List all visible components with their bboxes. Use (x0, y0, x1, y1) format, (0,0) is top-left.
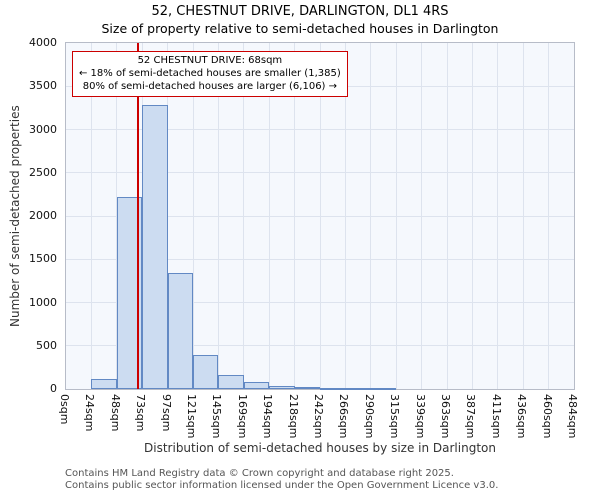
histogram-bar (218, 374, 244, 389)
annotation-larger-text: 80% of semi-detached houses are larger (… (82, 81, 338, 93)
x-tick-label: 145sqm (210, 394, 224, 439)
histogram-bar (243, 381, 270, 389)
footer: Contains HM Land Registry data © Crown c… (65, 468, 600, 492)
x-gridline (522, 43, 524, 389)
x-tick-label: 411sqm (489, 394, 503, 439)
x-gridline (548, 43, 550, 389)
footer-line1: Contains HM Land Registry data © Crown c… (65, 468, 454, 479)
y-tick-label: 500 (36, 338, 57, 352)
histogram-bar (370, 387, 397, 390)
x-axis-label: Distribution of semi-detached houses by … (144, 441, 496, 455)
x-tick-label: 194sqm (261, 394, 275, 439)
x-gridline (268, 43, 270, 389)
x-tick-label: 73sqm (134, 394, 148, 432)
histogram-bar (142, 105, 168, 389)
x-gridline (446, 43, 448, 389)
x-gridline (167, 43, 169, 389)
x-tick-label: 436sqm (515, 394, 529, 439)
x-gridline (90, 43, 92, 389)
x-tick-label: 363sqm (439, 394, 452, 439)
x-tick-label: 484sqm (566, 394, 579, 439)
plot-area: 52 CHESTNUT DRIVE: 68sqm ← 18% of semi-d… (65, 42, 575, 390)
histogram-bar (294, 386, 320, 389)
y-tick-label: 4000 (29, 36, 57, 49)
y-tick-label: 2500 (29, 165, 57, 179)
annotation-smaller-text: ← 18% of semi-detached houses are smalle… (79, 68, 341, 80)
footer-line2: Contains public sector information licen… (65, 480, 499, 492)
x-gridline (344, 43, 346, 389)
x-gridline (395, 43, 397, 389)
x-gridline (243, 43, 245, 389)
histogram-bar (345, 387, 371, 390)
page-subtitle: Size of property relative to semi-detach… (101, 21, 499, 36)
x-tick-label: 266sqm (337, 394, 351, 439)
x-tick-label: 315sqm (388, 394, 402, 439)
histogram-bar (167, 273, 193, 389)
x-gridline (319, 43, 321, 389)
x-tick-label: 0sqm (58, 394, 71, 425)
y-tick-label: 3500 (29, 79, 57, 93)
y-tick-label: 3000 (29, 122, 57, 136)
y-tick-label: 1000 (29, 295, 57, 309)
x-tick-label: 387sqm (464, 394, 478, 439)
x-tick-label: 97sqm (159, 394, 173, 432)
histogram-bar (193, 355, 219, 389)
property-size-marker-line (137, 43, 139, 389)
x-tick-label: 121sqm (185, 394, 198, 439)
histogram-bar (91, 379, 117, 389)
y-tick-label: 1500 (29, 252, 57, 266)
annotation-box: 52 CHESTNUT DRIVE: 68sqm ← 18% of semi-d… (72, 51, 348, 97)
x-tick-label: 48sqm (108, 394, 122, 432)
histogram-bar (269, 385, 295, 389)
x-gridline (497, 43, 499, 389)
x-gridline (217, 43, 219, 389)
x-tick-label: 24sqm (83, 394, 97, 432)
histogram-bar (320, 387, 346, 390)
x-tick-label: 339sqm (413, 394, 427, 439)
annotation-title: 52 CHESTNUT DRIVE: 68sqm (137, 55, 283, 66)
x-tick-label: 242sqm (312, 394, 325, 439)
x-gridline (421, 43, 423, 389)
x-gridline (192, 43, 194, 389)
x-tick-label: 460sqm (540, 394, 554, 439)
x-gridline (294, 43, 296, 389)
x-gridline (471, 43, 473, 389)
x-gridline (370, 43, 372, 389)
y-tick-label: 2000 (29, 209, 57, 222)
page-title: 52, CHESTNUT DRIVE, DARLINGTON, DL1 4RS (151, 4, 449, 19)
x-tick-label: 290sqm (362, 394, 376, 439)
x-tick-label: 169sqm (235, 394, 249, 439)
y-tick-label: 0 (50, 382, 57, 395)
x-tick-label: 218sqm (286, 394, 300, 439)
